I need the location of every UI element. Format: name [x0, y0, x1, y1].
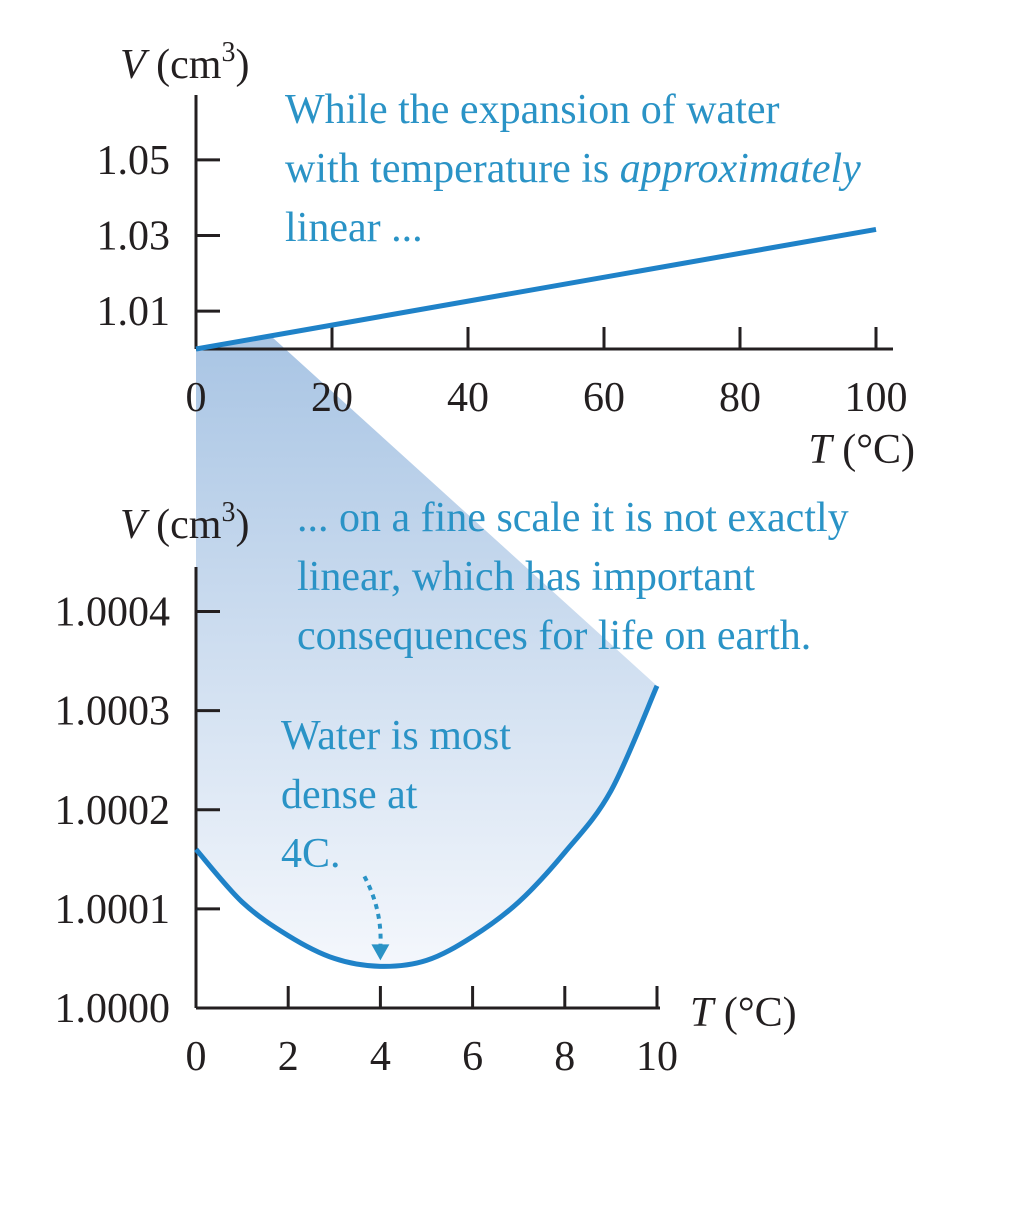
density-note-line-1: Water is most: [281, 713, 511, 759]
top-y-tick-label: 1.05: [97, 138, 171, 184]
density-note-line-3: 4C.: [281, 831, 341, 877]
bottom-x-tick-label: 6: [462, 1034, 483, 1080]
top-x-axis-title: T (°C): [808, 427, 915, 473]
bottom-annotation-line-3: consequences for life on earth.: [297, 613, 811, 659]
top-annotation-line-1: While the expansion of water: [285, 87, 779, 133]
bottom-y-tick-label: 1.0000: [55, 986, 171, 1032]
top-y-tick-label: 1.03: [97, 214, 171, 260]
top-x-tick-label: 40: [447, 375, 489, 421]
top-y-axis-title: V (cm3): [120, 37, 249, 88]
bottom-y-tick-label: 1.0002: [55, 788, 171, 834]
minimum-pointer-arrowhead: [371, 944, 390, 961]
bottom-x-tick-label: 0: [186, 1034, 207, 1080]
top-x-tick-label: 60: [583, 375, 625, 421]
bottom-annotation-line-1: ... on a fine scale it is not exactly: [297, 495, 849, 541]
bottom-series-curve: [194, 684, 660, 969]
top-y-tick-label: 1.01: [97, 289, 171, 335]
bottom-y-tick-label: 1.0001: [55, 887, 171, 933]
bottom-y-axis-title: V (cm3): [120, 497, 249, 548]
top-x-tick-label: 100: [845, 375, 908, 421]
top-x-tick-label: 0: [186, 375, 207, 421]
bottom-x-tick-label: 8: [554, 1034, 575, 1080]
chart-bottom: 0 2 4 6 8 10 1.0000 1.0001 1.0002 1.0003 1.0004 V …: [55, 495, 849, 1080]
zoom-highlight: [196, 337, 657, 967]
bottom-x-tick-label: 10: [636, 1034, 678, 1080]
top-annotation-line-3: linear ...: [285, 205, 423, 251]
bottom-x-tick-label: 4: [370, 1034, 391, 1080]
density-note-line-2: dense at: [281, 772, 418, 818]
bottom-y-tick-label: 1.0004: [55, 590, 171, 636]
bottom-x-axis-title: T (°C): [690, 990, 797, 1036]
bottom-y-tick-label: 1.0003: [55, 689, 171, 735]
top-series-line: [195, 226, 877, 352]
top-x-tick-label: 80: [719, 375, 761, 421]
top-x-tick-label: 20: [311, 375, 353, 421]
top-annotation-line-2: with temperature is approximately: [285, 146, 861, 192]
bottom-x-tick-label: 2: [278, 1034, 299, 1080]
bottom-annotation-line-2: linear, which has important: [297, 554, 755, 600]
